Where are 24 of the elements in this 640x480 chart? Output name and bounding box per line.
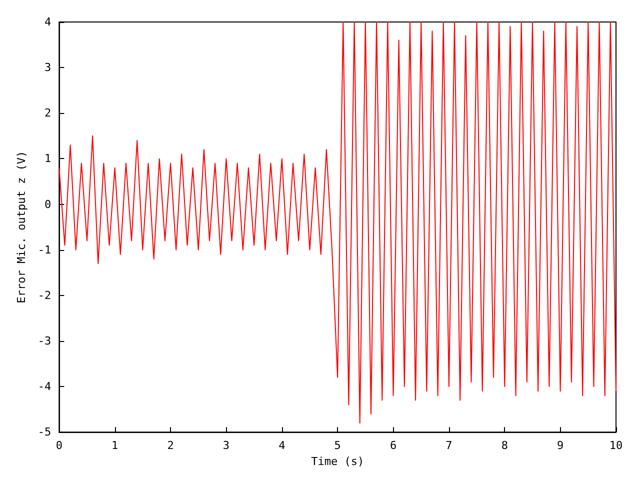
y-tick-label: 4	[44, 16, 52, 28]
x-tick-label: 5	[334, 439, 341, 452]
x-tick-label: 9	[557, 439, 564, 452]
y-tick-label: 1	[44, 152, 52, 166]
y-tick-label: -3	[38, 334, 52, 348]
x-tick-label: 6	[390, 439, 397, 452]
x-tick-label: 7	[446, 439, 452, 452]
x-tick-label: 10	[609, 439, 623, 452]
y-tick-label: 2	[44, 106, 52, 120]
x-tick-label: 2	[167, 439, 174, 452]
y-axis-title: Error Mic. output z (V)	[15, 150, 28, 304]
y-tick-label: -1	[38, 243, 52, 256]
x-tick-label: 4	[278, 439, 286, 452]
line-series	[58, 22, 616, 424]
x-tick-label: 3	[222, 439, 230, 452]
x-tick-label: 0	[56, 439, 62, 452]
y-tick-label: 0	[44, 198, 52, 211]
y-tick-label: -2	[38, 288, 52, 302]
x-axis-title: Time (s)	[311, 455, 364, 468]
y-tick-label: -5	[38, 426, 52, 439]
y-tick-label: 3	[44, 61, 52, 74]
x-tick-label: 1	[112, 439, 118, 452]
y-tick-label: -4	[38, 380, 52, 394]
x-tick-label: 8	[501, 439, 508, 452]
